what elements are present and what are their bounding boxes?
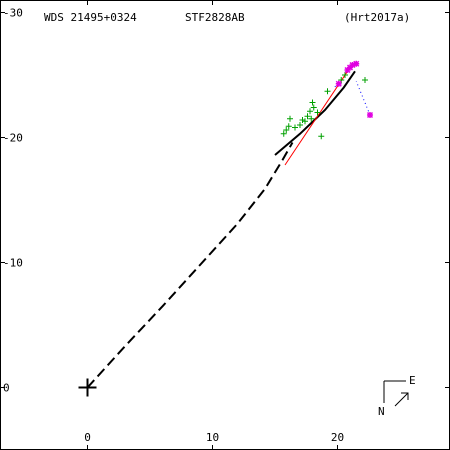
linear-fit-line: [284, 63, 353, 166]
orbit-path-solid: [274, 70, 356, 156]
primary-star-layer: [78, 378, 97, 397]
residual-line: [332, 83, 340, 90]
y-tick-label: -10: [3, 257, 23, 270]
measure-point-plus: [309, 99, 316, 106]
x-tick-label: 20: [331, 431, 344, 444]
axis-tick-labels: 0 10 20 0 -10 -20 -30: [3, 7, 344, 445]
measure-point-plus: [318, 133, 325, 140]
star-d2: [353, 60, 360, 67]
star-d2: [366, 111, 374, 119]
measure-point-plus: [280, 130, 287, 137]
y-tick-label: 0: [3, 382, 10, 395]
measure-point-plus: [342, 72, 348, 78]
chart-header: WDS 21495+0324 STF2828AB (Hrt2017a): [44, 11, 410, 24]
x-tick-label: 10: [206, 431, 219, 444]
measure-point-plus: [285, 123, 292, 130]
compass-motion-arrow: [394, 392, 409, 407]
y-tick-label: -20: [3, 132, 23, 145]
linear-fit-layer: [284, 63, 353, 166]
orbit-reference: (Hrt2017a): [344, 11, 410, 24]
residual-layer: [332, 64, 371, 116]
measure-point-star: [353, 60, 360, 67]
primary-star-marker: [78, 378, 97, 397]
measure-point-plus: [310, 104, 317, 111]
y-tick-label: -30: [3, 7, 23, 20]
orbit-layer: [86, 70, 356, 389]
compass-north-label: N: [378, 405, 385, 418]
measure-point-plus: [287, 115, 293, 122]
measure-point-plus: [314, 109, 321, 116]
measure-point-star: [335, 80, 342, 87]
wds-identifier: WDS 21495+0324: [44, 11, 137, 24]
data-points-layer: [280, 60, 374, 140]
measure-point-plus: [308, 115, 315, 122]
residual-line: [355, 81, 371, 116]
compass-east-label: E: [409, 374, 416, 387]
measure-point-plus: [324, 88, 331, 95]
discoverer-designation: STF2828AB: [185, 11, 245, 24]
measure-point-plus: [362, 77, 368, 83]
measure-point-plus: [307, 108, 313, 115]
compass-arrowhead-icon: [401, 392, 409, 400]
measure-point-plus: [283, 127, 290, 133]
orbit-path-dashed: [86, 142, 294, 389]
x-tick-label: 0: [84, 431, 91, 444]
measure-point-plus: [297, 122, 303, 128]
star-d2: [335, 80, 342, 87]
compass: E N: [378, 374, 416, 418]
measure-point-star: [366, 111, 374, 119]
measure-point-plus: [292, 124, 298, 131]
measure-point-plus: [302, 118, 308, 125]
measure-point-plus: [304, 113, 311, 120]
